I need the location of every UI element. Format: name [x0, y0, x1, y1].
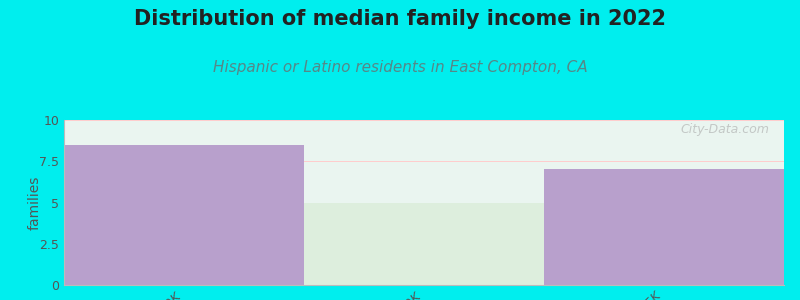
Y-axis label: families: families — [28, 175, 42, 230]
Bar — [64, 145, 304, 285]
Text: Distribution of median family income in 2022: Distribution of median family income in … — [134, 9, 666, 29]
Text: City-Data.com: City-Data.com — [681, 123, 770, 136]
Bar — [304, 202, 544, 285]
Text: Hispanic or Latino residents in East Compton, CA: Hispanic or Latino residents in East Com… — [213, 60, 587, 75]
Bar — [544, 169, 784, 285]
